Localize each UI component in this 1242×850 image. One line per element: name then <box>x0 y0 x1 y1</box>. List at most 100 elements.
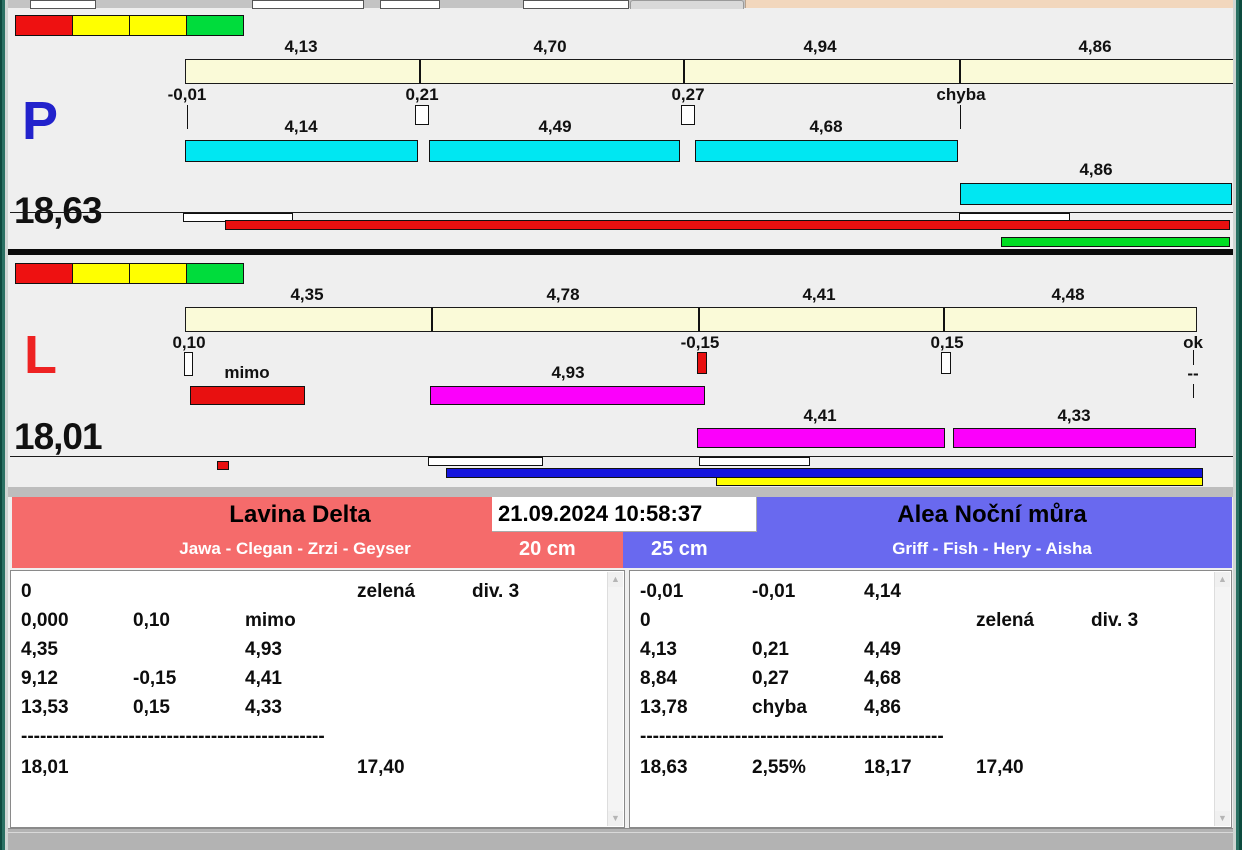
dog-time-bar <box>430 386 705 405</box>
result-cell: -0,01 <box>640 581 683 603</box>
panel-baseline <box>10 456 1234 457</box>
team-right-name: Alea Noční můra <box>897 501 1086 529</box>
marker-box <box>681 105 695 125</box>
result-cell: 4,13 <box>640 639 677 661</box>
legend-green-cell <box>187 264 243 283</box>
result-cell: 8,84 <box>640 668 677 690</box>
segment-time: 4,86 <box>1078 37 1111 57</box>
results-right-box[interactable]: ▲ ▼ -0,01 -0,01 4,14 0 zelená div. 3 4,13 0,21 4… <box>629 570 1232 828</box>
result-cell: 0,21 <box>752 639 789 661</box>
result-cell: 0 <box>640 610 651 632</box>
change-marker-label: 0,27 <box>671 85 704 105</box>
datetime-box: 21.09.2024 10:58:37 <box>492 497 757 532</box>
result-cell: div. 3 <box>472 581 519 603</box>
marker-box <box>941 352 951 374</box>
result-cell: 0,10 <box>133 610 170 632</box>
dog-time-bar <box>185 140 418 162</box>
app-window: 4,13 4,70 4,94 4,86 -0,01 0,21 0,27 chyb… <box>0 0 1242 850</box>
team-left-name: Lavina Delta <box>229 501 370 529</box>
result-total-cell: 18,01 <box>21 757 69 779</box>
background-tab[interactable] <box>30 0 96 9</box>
ok-tick <box>1193 350 1194 365</box>
dog-time-label: 4,33 <box>1057 406 1090 426</box>
result-total-cell: 18,63 <box>640 757 688 779</box>
team-right-height: 25 cm <box>651 538 708 561</box>
ok-dashes: -- <box>1187 364 1198 384</box>
result-cell: 4,41 <box>245 668 282 690</box>
scale-tick <box>959 60 961 83</box>
result-total-cell: 17,40 <box>976 757 1024 779</box>
scale-tick <box>431 308 433 331</box>
window-border <box>0 0 2 850</box>
result-cell: -0,01 <box>752 581 795 603</box>
team-left-height: 20 cm <box>519 538 576 561</box>
segment-time: 4,70 <box>533 37 566 57</box>
marker-tick <box>187 105 188 129</box>
result-cell: 4,49 <box>864 639 901 661</box>
scroll-up-icon[interactable]: ▲ <box>608 572 623 587</box>
dog-time-label: 4,14 <box>284 117 317 137</box>
result-cell: zelená <box>976 610 1034 632</box>
scrollbar[interactable]: ▲ ▼ <box>607 572 623 826</box>
background-tab[interactable] <box>630 0 744 9</box>
segment-time: 4,78 <box>546 285 579 305</box>
segment-time: 4,48 <box>1051 285 1084 305</box>
result-cell: 0,000 <box>21 610 69 632</box>
result-cell: 4,35 <box>21 639 58 661</box>
result-cell: mimo <box>245 610 296 632</box>
result-cell: 13,78 <box>640 697 688 719</box>
result-cell: 4,68 <box>864 668 901 690</box>
window-border <box>5 0 8 850</box>
dog-time-label: mimo <box>224 363 269 383</box>
background-tab[interactable] <box>252 0 364 9</box>
legend-green-cell <box>187 16 243 35</box>
dog-time-bar <box>695 140 958 162</box>
lane-letter-p: P <box>22 94 58 148</box>
result-cell: 0 <box>21 581 32 603</box>
background-tab[interactable] <box>523 0 629 9</box>
segment-time: 4,41 <box>802 285 835 305</box>
team-left-dogs: Jawa - Clegan - Zrzi - Geyser <box>179 539 410 559</box>
segment-time: 4,94 <box>803 37 836 57</box>
datetime-text: 21.09.2024 10:58:37 <box>498 501 702 527</box>
background-tab[interactable] <box>380 0 440 9</box>
lane-p-total-time: 18,63 <box>14 190 102 232</box>
timeline-white-bar <box>699 457 810 466</box>
change-marker-label: chyba <box>936 85 985 105</box>
legend-red-cell <box>16 16 73 35</box>
marker-box <box>184 352 193 376</box>
scroll-up-icon[interactable]: ▲ <box>1215 572 1230 587</box>
result-cell: 4,93 <box>245 639 282 661</box>
dog-time-bar <box>960 183 1232 205</box>
background-windows-strip <box>0 0 1242 8</box>
lane-l-total-time: 18,01 <box>14 416 102 458</box>
legend-yellow-cell <box>130 16 187 35</box>
scroll-down-icon[interactable]: ▼ <box>1215 811 1230 826</box>
result-cell: -0,15 <box>133 668 176 690</box>
lane-letter-l: L <box>24 328 57 382</box>
result-cell: 4,33 <box>245 697 282 719</box>
ok-tick <box>1193 384 1194 398</box>
dog-time-bar <box>697 428 945 448</box>
dog-time-label: 4,41 <box>803 406 836 426</box>
timeline-green-bar <box>1001 237 1230 247</box>
marker-tick <box>960 105 961 129</box>
segment-scale-bar <box>185 307 1197 332</box>
dog-time-bar <box>953 428 1196 448</box>
result-cell: 4,14 <box>864 581 901 603</box>
background-window-edge <box>745 0 1240 8</box>
change-marker-label: -0,15 <box>681 333 720 353</box>
section-separator <box>8 487 1234 497</box>
change-marker-label: 0,10 <box>172 333 205 353</box>
marker-box <box>415 105 429 125</box>
scrollbar[interactable]: ▲ ▼ <box>1214 572 1230 826</box>
dog-time-bar-fault <box>190 386 305 405</box>
results-left-box[interactable]: ▲ ▼ 0zelenádiv. 30,0000,10mimo4,354,939,… <box>10 570 625 828</box>
team-right-dogs: Griff - Fish - Hery - Aisha <box>892 539 1092 559</box>
timeline-white-bar <box>428 457 543 466</box>
dog-time-label: 4,49 <box>538 117 571 137</box>
dog-time-label: 4,68 <box>809 117 842 137</box>
result-cell: div. 3 <box>1091 610 1138 632</box>
scroll-down-icon[interactable]: ▼ <box>608 811 623 826</box>
scale-tick <box>943 308 945 331</box>
